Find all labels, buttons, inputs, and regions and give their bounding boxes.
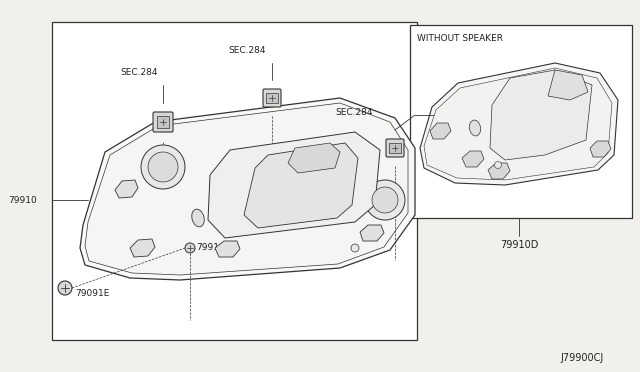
Polygon shape (266, 93, 278, 103)
Polygon shape (157, 116, 170, 128)
Polygon shape (130, 239, 155, 257)
Text: WITHOUT SPEAKER: WITHOUT SPEAKER (417, 33, 503, 42)
Text: SEC.284: SEC.284 (228, 45, 266, 55)
Polygon shape (490, 70, 592, 160)
Text: 79910E: 79910E (196, 243, 230, 251)
Polygon shape (462, 151, 484, 167)
Circle shape (351, 244, 359, 252)
Polygon shape (389, 142, 401, 153)
Text: SEC.284: SEC.284 (335, 108, 372, 116)
Circle shape (372, 187, 398, 213)
Text: 79910D: 79910D (500, 240, 538, 250)
Text: 79091E: 79091E (75, 289, 109, 298)
Circle shape (495, 161, 502, 169)
Polygon shape (85, 103, 408, 275)
Polygon shape (424, 68, 612, 180)
Circle shape (58, 281, 72, 295)
Polygon shape (244, 143, 358, 228)
Polygon shape (153, 112, 173, 132)
Polygon shape (360, 225, 384, 241)
Ellipse shape (192, 209, 204, 227)
Circle shape (365, 180, 405, 220)
Polygon shape (80, 98, 415, 280)
Circle shape (141, 145, 185, 189)
Text: SEC.284: SEC.284 (120, 67, 157, 77)
Polygon shape (263, 89, 281, 107)
Polygon shape (430, 123, 451, 139)
Bar (410, 25, 632, 218)
Polygon shape (590, 141, 611, 157)
Polygon shape (488, 163, 510, 179)
Circle shape (185, 243, 195, 253)
Polygon shape (548, 70, 588, 100)
Polygon shape (288, 143, 340, 173)
Text: 79910: 79910 (8, 196, 36, 205)
Circle shape (148, 152, 178, 182)
Polygon shape (208, 132, 380, 238)
Polygon shape (215, 241, 240, 257)
Polygon shape (115, 180, 138, 198)
Text: J79900CJ: J79900CJ (561, 353, 604, 363)
Bar (52, 22, 417, 340)
Polygon shape (386, 139, 404, 157)
Ellipse shape (469, 120, 481, 136)
Polygon shape (420, 63, 618, 185)
